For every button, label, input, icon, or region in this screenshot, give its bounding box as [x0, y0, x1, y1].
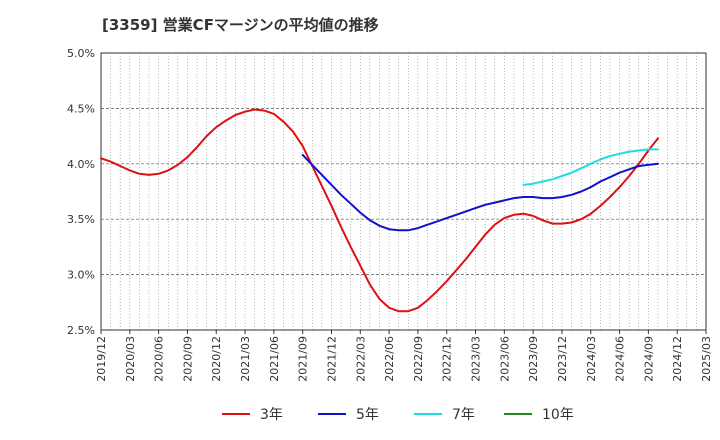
- x-tick-label: 2024/12: [671, 336, 684, 382]
- x-tick-label: 2022/09: [412, 336, 425, 382]
- legend-swatch-3yr: [222, 413, 250, 415]
- chart-title: [3359] 営業CFマージンの平均値の推移: [102, 16, 379, 34]
- y-tick-label: 2.5%: [67, 324, 95, 337]
- legend-swatch-10yr: [504, 413, 532, 415]
- legend-item-10yr: 10年: [504, 404, 574, 424]
- legend-swatch-5yr: [318, 413, 346, 415]
- grid: [101, 53, 706, 330]
- legend-item-5yr: 5年: [318, 404, 379, 424]
- plot-frame: [100, 52, 707, 331]
- legend-swatch-7yr: [414, 413, 442, 415]
- legend-label-10yr: 10年: [542, 407, 574, 423]
- legend-item-3yr: 3年: [222, 404, 283, 424]
- y-tick-label: 4.0%: [67, 158, 95, 171]
- y-tick-label: 3.0%: [67, 269, 95, 282]
- x-tick-label: 2021/06: [268, 336, 281, 382]
- x-tick-label: 2021/03: [239, 336, 252, 382]
- y-tick-label: 5.0%: [67, 47, 95, 60]
- legend-label-7yr: 7年: [452, 407, 475, 423]
- x-tick-label: 2023/09: [527, 336, 540, 382]
- x-tick-label: 2023/06: [498, 336, 511, 382]
- y-tick-label: 4.5%: [67, 102, 95, 115]
- legend: 3年 5年 7年 10年: [0, 404, 720, 426]
- legend-item-7yr: 7年: [414, 404, 475, 424]
- series-line-5年: [301, 153, 659, 232]
- x-tick-label: 2020/06: [153, 336, 166, 382]
- x-tick-label: 2024/03: [585, 336, 598, 382]
- x-tick-label: 2025/03: [700, 336, 713, 382]
- series-line-7年: [522, 148, 659, 186]
- x-tick-label: 2022/12: [441, 336, 454, 382]
- series-line-3年: [100, 108, 659, 313]
- x-tick-label: 2024/06: [614, 336, 627, 382]
- series-lines: [100, 108, 659, 313]
- x-tick-label: 2023/12: [556, 336, 569, 382]
- x-tick-label: 2021/12: [325, 336, 338, 382]
- legend-label-5yr: 5年: [356, 407, 379, 423]
- x-tick-label: 2022/06: [383, 336, 396, 382]
- x-tick-label: 2021/09: [297, 336, 310, 382]
- x-tick-label: 2019/12: [95, 336, 108, 382]
- x-tick-label: 2020/09: [181, 336, 194, 382]
- axes: 2.5% 3.0% 3.5% 4.0% 4.5% 5.0% 2019/12 2020/03 20…: [67, 47, 713, 382]
- legend-label-3yr: 3年: [260, 407, 283, 423]
- y-tick-label: 3.5%: [67, 213, 95, 226]
- x-tick-label: 2023/03: [470, 336, 483, 382]
- x-tick-label: 2022/03: [354, 336, 367, 382]
- x-tick-label: 2024/09: [642, 336, 655, 382]
- x-tick-label: 2020/12: [210, 336, 223, 382]
- x-tick-label: 2020/03: [124, 336, 137, 382]
